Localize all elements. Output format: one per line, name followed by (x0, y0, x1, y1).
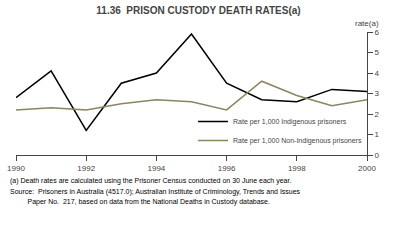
svg-text:(a) Death rates are calculated: (a) Death rates are calculated using the… (10, 177, 291, 185)
svg-text:1994: 1994 (148, 164, 166, 173)
svg-text:Source: Prisoners in Australi: Source: Prisoners in Australia (4517.0);… (10, 188, 301, 196)
svg-text:1992: 1992 (77, 164, 95, 173)
svg-text:2000: 2000 (358, 164, 376, 173)
svg-text:2: 2 (375, 110, 380, 119)
svg-text:1: 1 (375, 130, 380, 139)
svg-text:11.36 PRISON CUSTODY DEATH RA: 11.36 PRISON CUSTODY DEATH RATES(a) (96, 5, 300, 16)
svg-text:1996: 1996 (218, 164, 236, 173)
svg-text:5: 5 (375, 48, 380, 57)
svg-text:0: 0 (375, 151, 380, 160)
svg-text:3: 3 (375, 89, 380, 98)
svg-text:rate(a): rate(a) (355, 19, 379, 28)
svg-text:Rate per 1,000 Indigenous pris: Rate per 1,000 Indigenous prisoners (233, 118, 347, 126)
svg-text:1998: 1998 (288, 164, 306, 173)
svg-text:Paper No. 217, based on data: Paper No. 217, based on data from the Na… (10, 198, 270, 206)
svg-text:1990: 1990 (7, 164, 25, 173)
svg-text:Rate per 1,000 Non-Indigenous: Rate per 1,000 Non-Indigenous prisoners (233, 137, 362, 145)
svg-text:6: 6 (375, 28, 380, 37)
svg-text:4: 4 (375, 69, 380, 78)
